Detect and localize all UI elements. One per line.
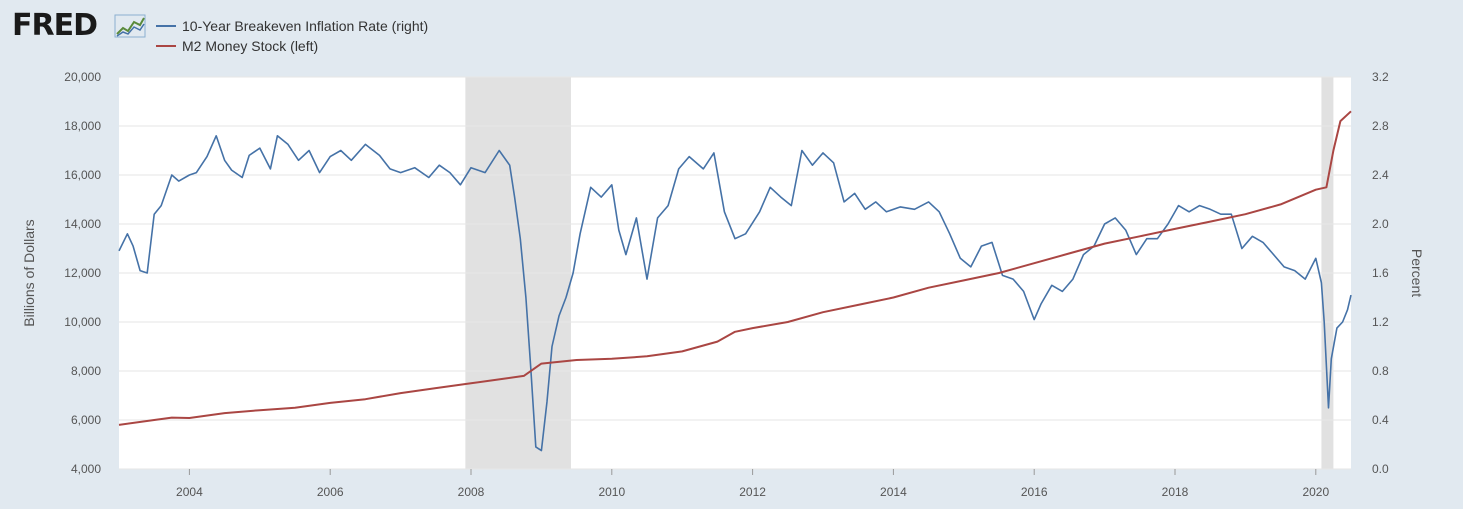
fred-logo[interactable]: FRED xyxy=(12,8,98,43)
right-tick-label: 3.2 xyxy=(1372,70,1389,84)
x-tick-label: 2004 xyxy=(176,485,203,499)
legend-label-m2: M2 Money Stock (left) xyxy=(182,38,319,54)
left-tick-label: 6,000 xyxy=(71,413,101,427)
x-tick-label: 2018 xyxy=(1162,485,1189,499)
left-tick-label: 4,000 xyxy=(71,462,101,476)
legend-item-m2[interactable]: M2 Money Stock (left) xyxy=(156,36,428,56)
x-tick-label: 2020 xyxy=(1302,485,1329,499)
left-tick-label: 18,000 xyxy=(64,119,101,133)
x-tick-label: 2008 xyxy=(458,485,485,499)
left-tick-label: 10,000 xyxy=(64,315,101,329)
right-axis-title: Percent xyxy=(1409,249,1425,297)
x-tick-label: 2012 xyxy=(739,485,766,499)
series-line-breakeven[interactable] xyxy=(118,135,1352,452)
legend-swatch-m2 xyxy=(156,45,176,47)
x-tick-label: 2010 xyxy=(598,485,625,499)
x-tick-label: 2014 xyxy=(880,485,907,499)
right-tick-label: 2.8 xyxy=(1372,119,1389,133)
grid-lines xyxy=(119,76,1351,470)
left-tick-label: 12,000 xyxy=(64,266,101,280)
right-tick-label: 2.4 xyxy=(1372,168,1389,182)
left-tick-label: 16,000 xyxy=(64,168,101,182)
series-line-m2[interactable] xyxy=(118,110,1352,426)
right-axis-ticks: 0.0 0.4 0.8 1.2 1.6 2.0 2.4 2.8 3.2 xyxy=(1372,70,1389,476)
x-axis-ticks: 2004 2006 2008 2010 2012 2014 2016 2018 2020 xyxy=(176,469,1329,499)
series-lines xyxy=(118,110,1352,452)
right-tick-label: 2.0 xyxy=(1372,217,1389,231)
right-tick-label: 0.0 xyxy=(1372,462,1389,476)
right-tick-label: 1.6 xyxy=(1372,266,1389,280)
x-tick-label: 2016 xyxy=(1021,485,1048,499)
left-tick-label: 8,000 xyxy=(71,364,101,378)
right-tick-label: 0.8 xyxy=(1372,364,1389,378)
legend-label-breakeven: 10-Year Breakeven Inflation Rate (right) xyxy=(182,18,429,34)
legend-item-breakeven[interactable]: 10-Year Breakeven Inflation Rate (right) xyxy=(156,16,428,36)
legend-swatch-breakeven xyxy=(156,25,176,27)
right-tick-label: 1.2 xyxy=(1372,315,1389,329)
left-axis-title: Billions of Dollars xyxy=(21,219,37,326)
line-chart-icon xyxy=(114,14,146,38)
left-tick-label: 14,000 xyxy=(64,217,101,231)
left-tick-label: 20,000 xyxy=(64,70,101,84)
left-axis-ticks: 4,000 6,000 8,000 10,000 12,000 14,000 16,000 1… xyxy=(64,70,101,476)
legend: 10-Year Breakeven Inflation Rate (right)… xyxy=(156,16,428,56)
x-tick-label: 2006 xyxy=(317,485,344,499)
right-tick-label: 0.4 xyxy=(1372,413,1389,427)
